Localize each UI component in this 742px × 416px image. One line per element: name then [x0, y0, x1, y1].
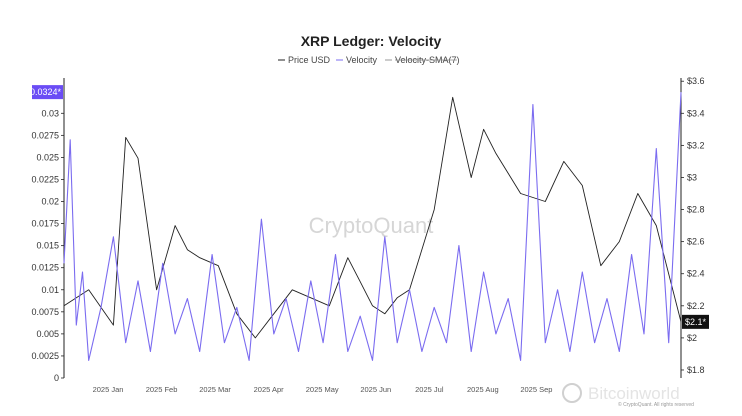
right-tick-label-7: $3.2 [687, 140, 705, 150]
x-tick-label-1: 2025 Feb [146, 385, 178, 394]
x-tick-label-8: 2025 Sep [520, 385, 552, 394]
left-tick-label-1: 0.0025 [31, 351, 59, 361]
x-tick-label-6: 2025 Jul [415, 385, 444, 394]
legend-label-1: Velocity [346, 55, 378, 65]
legend-item-0[interactable]: Price USD [278, 55, 331, 65]
legend-item-2[interactable]: Velocity-SMA(7) [385, 55, 460, 65]
left-tick-label-5: 0.0125 [31, 263, 59, 273]
left-tick-label-11: 0.0275 [31, 130, 59, 140]
center-watermark: CryptoQuant [309, 213, 434, 238]
series-line-velocity [63, 92, 682, 361]
right-tick-label-3: $2.4 [687, 269, 705, 279]
watermark-bitcoinworld: Bitcoinworld [588, 384, 680, 403]
x-tick-label-4: 2025 May [306, 385, 339, 394]
chart-title: XRP Ledger: Velocity [301, 33, 442, 49]
bitcoinworld-watermark: Bitcoinworld © CryptoQuant. All rights r… [562, 383, 694, 408]
right-tick-label-0: $1.8 [687, 365, 705, 375]
left-tick-label-0: 0 [54, 373, 59, 383]
right-tick-label-2: $2.2 [687, 301, 705, 311]
left-tick-label-6: 0.015 [36, 241, 59, 251]
left-tick-label-12: 0.03 [41, 108, 59, 118]
watermark-copyright: © CryptoQuant. All rights reserved [618, 401, 694, 408]
right-current-flag [682, 314, 709, 329]
series-line-price-usd [63, 96, 682, 339]
left-tick-label-4: 0.01 [41, 285, 59, 295]
left-tick-label-7: 0.0175 [31, 219, 59, 229]
right-tick-label-8: $3.4 [687, 108, 705, 118]
bitcoinworld-logo-icon [562, 383, 582, 403]
axes: 0 0.0025 0.005 0.0075 0.01 0.0125 0.015 0.0175 0… [31, 76, 704, 383]
chart-legend[interactable]: Price USD Velocity Velocity-SMA(7) [278, 55, 460, 65]
right-tick-label-6: $3 [687, 172, 697, 182]
right-tick-label-1: $2 [687, 333, 697, 343]
left-tick-label-9: 0.0225 [31, 174, 59, 184]
left-tick-label-10: 0.025 [36, 152, 59, 162]
left-tick-label-2: 0.005 [36, 329, 59, 339]
right-tick-label-4: $2.6 [687, 237, 705, 247]
right-tick-label-9: $3.6 [687, 76, 705, 86]
x-tick-label-7: 2025 Aug [467, 385, 499, 394]
watermark-cryptoquant: CryptoQuant [309, 213, 434, 238]
left-tick-label-3: 0.0075 [31, 307, 59, 317]
left-current-flag-label: 0.0324* [30, 87, 62, 97]
legend-item-1[interactable]: Velocity [336, 55, 378, 65]
left-current-flag [32, 85, 63, 100]
right-current-flag-label: $2.1* [685, 317, 707, 327]
legend-label-0: Price USD [288, 55, 331, 65]
x-tick-label-5: 2025 Jun [360, 385, 391, 394]
current-value-flags: 0.0324* $2.1* [30, 85, 709, 329]
x-tick-label-3: 2025 Apr [254, 385, 285, 394]
series-layer [63, 92, 682, 361]
x-axis-labels: 2025 Jan 2025 Feb 2025 Mar 2025 Apr 2025 May… [93, 385, 553, 394]
x-tick-label-0: 2025 Jan [93, 385, 124, 394]
left-tick-label-8: 0.02 [41, 197, 59, 207]
right-tick-label-5: $2.8 [687, 205, 705, 215]
x-tick-label-2: 2025 Mar [199, 385, 231, 394]
